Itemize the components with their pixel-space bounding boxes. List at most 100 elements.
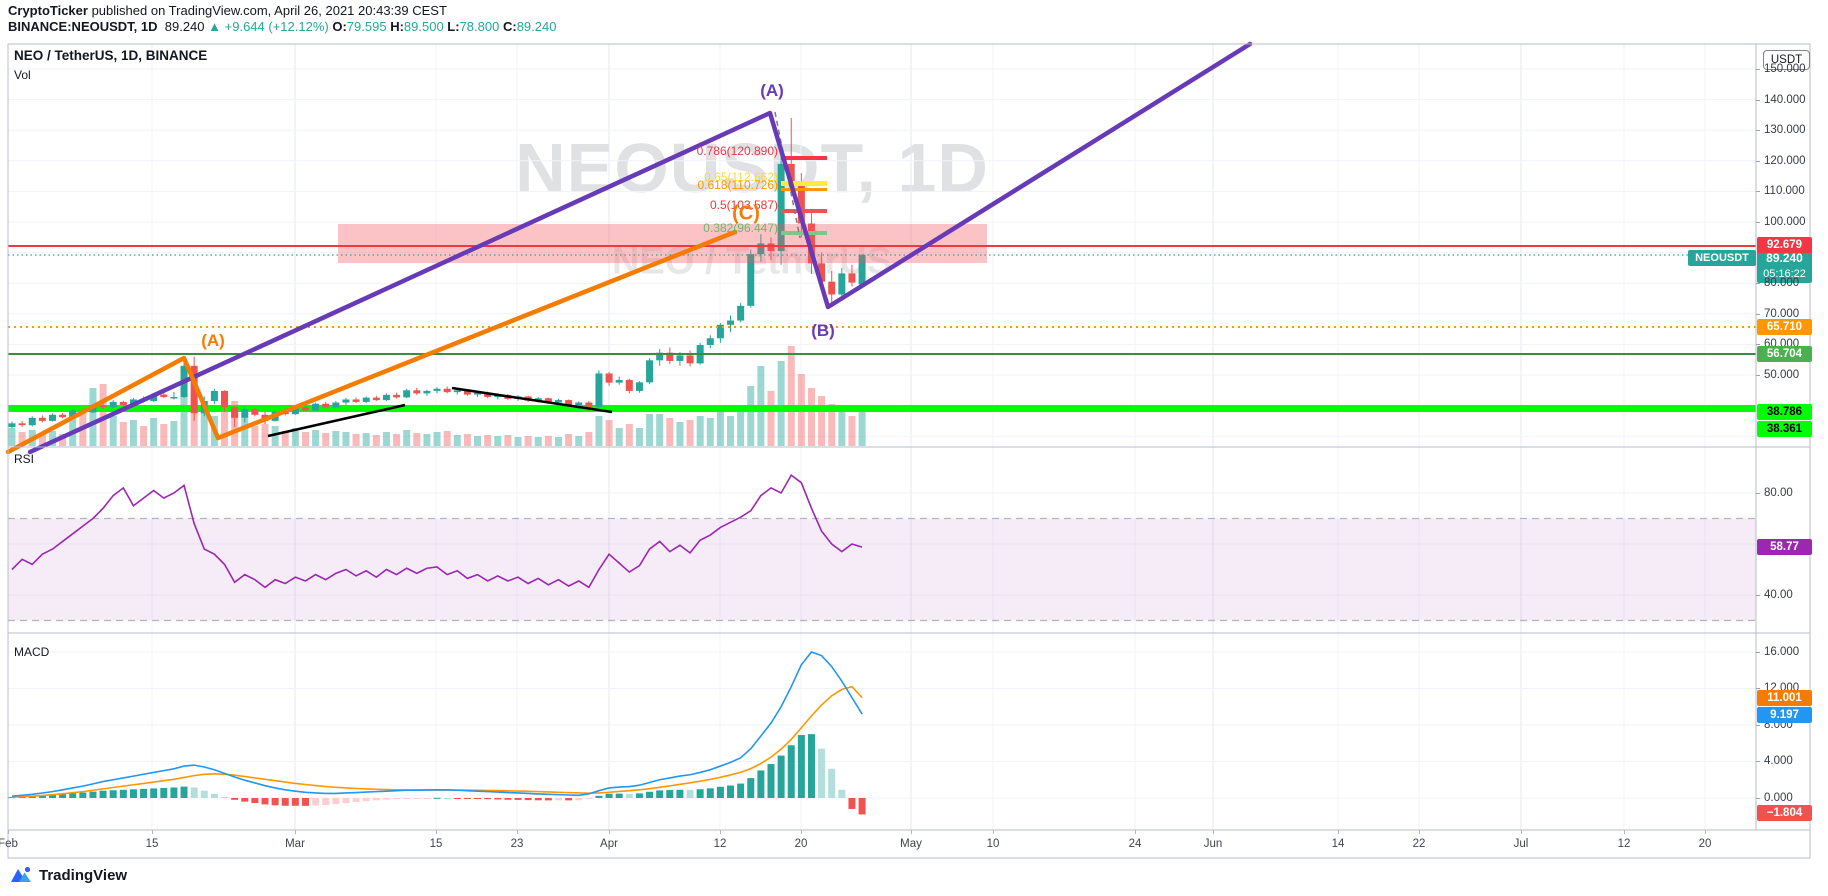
- candle-body: [575, 402, 583, 405]
- tradingview-logo[interactable]: TradingView: [10, 864, 127, 886]
- macd-histogram-bar: [69, 793, 77, 798]
- candle-body: [777, 163, 785, 252]
- macd-histogram-bar: [332, 798, 340, 805]
- price-axis-tickmark: [1756, 688, 1760, 689]
- volume-bar: [494, 436, 502, 446]
- volume-bar: [807, 388, 815, 446]
- currency-toggle-button[interactable]: USDT: [1763, 50, 1810, 70]
- price-axis-tickmark: [1756, 798, 1760, 799]
- volume-bar: [585, 432, 593, 446]
- byline: CryptoTicker published on TradingView.co…: [8, 3, 447, 18]
- time-axis-label: 14: [1331, 838, 1345, 850]
- price-axis-tickmark: [1756, 652, 1760, 653]
- candle-body: [747, 254, 755, 306]
- elliott-wave-line: [27, 41, 1253, 455]
- candle-body: [413, 390, 421, 394]
- high-label: H:: [390, 19, 404, 34]
- volume-bar: [727, 416, 735, 446]
- high-value: 89.500: [403, 19, 444, 34]
- volume-bar: [656, 414, 664, 446]
- time-axis-tickmark: [1521, 830, 1522, 834]
- price-axis-tickmark: [1756, 283, 1760, 285]
- symbol-ohlc-bar: BINANCE:NEOUSDT, 1D 89.240 ▲ +9.644 (+12…: [8, 19, 556, 34]
- volume-bar: [362, 433, 370, 446]
- macd-histogram-bar: [271, 798, 279, 806]
- candle-body: [48, 414, 56, 421]
- macd-histogram-bar: [129, 789, 137, 798]
- time-axis-label: 12: [1617, 838, 1631, 850]
- volume-bar: [848, 416, 856, 446]
- price-axis-tick: 110.000: [1764, 185, 1805, 198]
- candle-body: [625, 379, 633, 391]
- volume-bar: [767, 391, 775, 446]
- time-axis-label: Jul: [1513, 838, 1529, 850]
- volume-bar: [747, 386, 755, 446]
- low-label: L:: [447, 19, 460, 34]
- macd-histogram-bar: [565, 798, 573, 801]
- candle-body: [160, 394, 168, 398]
- publish-info: published on TradingView.com, April 26, …: [87, 3, 447, 18]
- price-axis-tickmark: [1756, 99, 1760, 101]
- time-axis-tickmark: [1213, 830, 1214, 834]
- macd-histogram-bar: [119, 789, 127, 798]
- close-value: 89.240: [516, 19, 557, 34]
- candle-body: [656, 352, 664, 361]
- candle-body: [807, 223, 815, 264]
- volume-bar: [291, 428, 299, 446]
- macd-histogram-bar: [79, 792, 87, 798]
- volume-bar: [150, 418, 158, 446]
- candle-body: [848, 273, 856, 283]
- author: CryptoTicker: [8, 3, 88, 18]
- time-axis-label: 20: [794, 838, 808, 850]
- wave-label: (A): [760, 81, 784, 100]
- candle-body: [484, 392, 492, 398]
- macd-histogram-bar: [737, 783, 745, 798]
- rsi-band: [8, 518, 1756, 621]
- macd-histogram-bar: [99, 790, 107, 798]
- volume-bar: [170, 421, 178, 446]
- time-axis-label: 10: [986, 838, 1000, 850]
- macd-histogram-bar: [443, 798, 451, 799]
- volume-bar: [89, 388, 97, 446]
- price-axis-tag: 38.786: [1757, 404, 1812, 420]
- price-axis-tick: 16.000: [1764, 646, 1800, 658]
- price-axis-tickmark: [1756, 344, 1760, 346]
- candle-body: [686, 355, 694, 364]
- candle-body: [382, 394, 390, 401]
- volume-bar: [160, 424, 168, 446]
- candle-body: [18, 423, 26, 426]
- volume-bar: [828, 404, 836, 446]
- volume-bar: [625, 424, 633, 446]
- macd-line: [11, 651, 863, 797]
- volume-bar: [696, 416, 704, 446]
- macd-histogram-bar: [59, 793, 67, 798]
- price-axis-tag: 92.679: [1757, 237, 1812, 253]
- volume-bar: [403, 430, 411, 446]
- macd-histogram-bar: [615, 793, 623, 798]
- volume-bar: [484, 435, 492, 446]
- candle-body: [332, 402, 340, 408]
- time-axis-label: 12: [713, 838, 727, 850]
- price-axis-tickmark: [1756, 375, 1760, 376]
- wave-label: (C): [732, 202, 760, 225]
- candle-body: [342, 399, 350, 403]
- volume-bar: [332, 431, 340, 446]
- price-axis-tag: 58.77: [1757, 539, 1812, 555]
- candle-body: [595, 373, 603, 407]
- volume-bar: [342, 432, 350, 446]
- candle-body: [554, 400, 562, 403]
- volume-bar: [838, 408, 846, 446]
- macd-histogram-bar: [180, 786, 188, 798]
- time-axis-tickmark: [1338, 830, 1339, 834]
- candle-body: [565, 400, 573, 405]
- macd-histogram-bar: [89, 791, 97, 798]
- volume-bar: [372, 435, 380, 446]
- candle-body: [291, 407, 299, 415]
- volume-bar: [312, 430, 320, 446]
- macd-histogram-bar: [423, 798, 431, 799]
- volume-bar: [605, 420, 613, 446]
- macd-histogram-bar: [716, 786, 724, 798]
- macd-histogram-bar: [575, 798, 583, 801]
- macd-histogram-bar: [221, 797, 229, 799]
